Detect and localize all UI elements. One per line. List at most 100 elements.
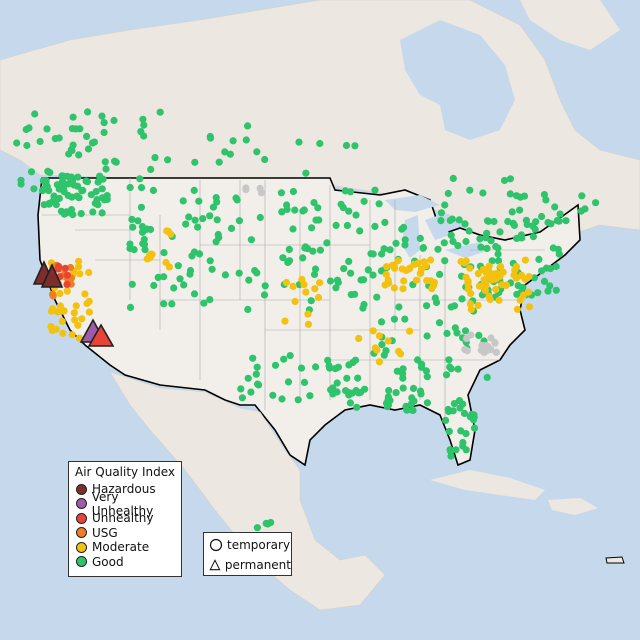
station-marker (523, 220, 531, 229)
station-marker (382, 347, 390, 355)
station-marker (307, 297, 315, 305)
station-marker (150, 281, 158, 290)
station-marker (357, 388, 365, 396)
station-marker (100, 119, 108, 127)
hispaniola-land (548, 498, 598, 515)
station-marker (244, 305, 252, 313)
station-marker (75, 263, 83, 271)
station-marker (562, 217, 570, 225)
station-marker (449, 237, 457, 245)
station-marker (40, 185, 48, 193)
station-marker (238, 394, 246, 402)
station-marker (482, 269, 490, 277)
station-marker (420, 258, 428, 266)
station-marker (492, 285, 500, 293)
station-marker (74, 173, 82, 181)
station-marker (483, 373, 491, 381)
station-marker (329, 390, 337, 398)
station-marker (364, 266, 372, 274)
station-marker (93, 196, 101, 204)
station-marker (423, 302, 431, 310)
station-marker (516, 193, 525, 201)
station-marker (400, 277, 408, 285)
station-marker (84, 108, 92, 116)
station-marker (206, 134, 215, 142)
station-marker (351, 142, 359, 150)
station-marker (423, 373, 431, 381)
station-marker (235, 217, 243, 225)
legend-label-permanent: permanent (224, 557, 291, 572)
station-marker (373, 293, 381, 301)
station-marker (412, 276, 420, 284)
station-marker (401, 315, 409, 323)
station-marker (23, 141, 31, 150)
station-marker (199, 215, 207, 223)
station-marker (139, 115, 147, 123)
station-marker (269, 391, 277, 399)
legend-label-temporary: temporary (227, 537, 291, 552)
station-marker (381, 218, 389, 226)
station-marker (555, 217, 563, 225)
station-marker (304, 310, 312, 318)
station-marker (79, 186, 87, 194)
station-marker (126, 183, 134, 192)
station-marker (89, 208, 97, 216)
station-marker (212, 194, 220, 202)
station-marker (467, 305, 475, 313)
station-marker (441, 201, 449, 209)
station-marker (165, 263, 173, 271)
station-marker (333, 379, 341, 387)
station-marker (534, 289, 542, 297)
station-marker (326, 277, 335, 285)
station-marker (401, 241, 409, 249)
station-marker (316, 246, 324, 254)
station-marker (242, 136, 250, 144)
station-marker (436, 270, 444, 278)
station-marker (498, 281, 506, 289)
station-marker (221, 148, 229, 156)
station-marker (513, 290, 521, 298)
station-marker (247, 388, 255, 396)
station-marker (56, 289, 64, 298)
station-marker (384, 276, 392, 284)
station-marker (592, 199, 600, 207)
station-marker (395, 347, 403, 355)
station-marker (36, 137, 44, 146)
station-marker (310, 199, 318, 207)
station-marker (164, 156, 172, 164)
station-marker (298, 275, 306, 283)
station-marker (371, 222, 379, 230)
station-marker (253, 269, 261, 277)
station-marker (75, 257, 83, 265)
station-marker (332, 221, 340, 229)
station-marker (494, 250, 502, 258)
station-marker (137, 184, 146, 192)
station-marker (480, 276, 488, 284)
station-marker (454, 242, 462, 250)
station-marker (423, 399, 431, 407)
station-marker (552, 286, 560, 294)
station-marker (513, 305, 522, 313)
station-marker (233, 196, 241, 204)
station-marker (206, 296, 214, 304)
station-marker (416, 234, 424, 242)
station-marker (60, 210, 68, 218)
station-marker (55, 194, 63, 202)
station-marker (410, 397, 418, 405)
station-marker (51, 135, 59, 143)
station-marker (447, 452, 455, 460)
station-marker (73, 192, 81, 200)
circle-icon (209, 538, 223, 551)
station-marker (74, 182, 82, 190)
station-marker (221, 271, 229, 279)
station-marker (490, 217, 498, 226)
station-marker (294, 396, 302, 404)
station-marker (297, 364, 306, 372)
station-marker (475, 331, 483, 339)
station-marker (399, 374, 407, 382)
station-marker (375, 332, 383, 340)
station-marker (206, 257, 214, 265)
station-marker (306, 392, 314, 400)
station-marker (399, 384, 407, 392)
station-marker (137, 203, 145, 211)
